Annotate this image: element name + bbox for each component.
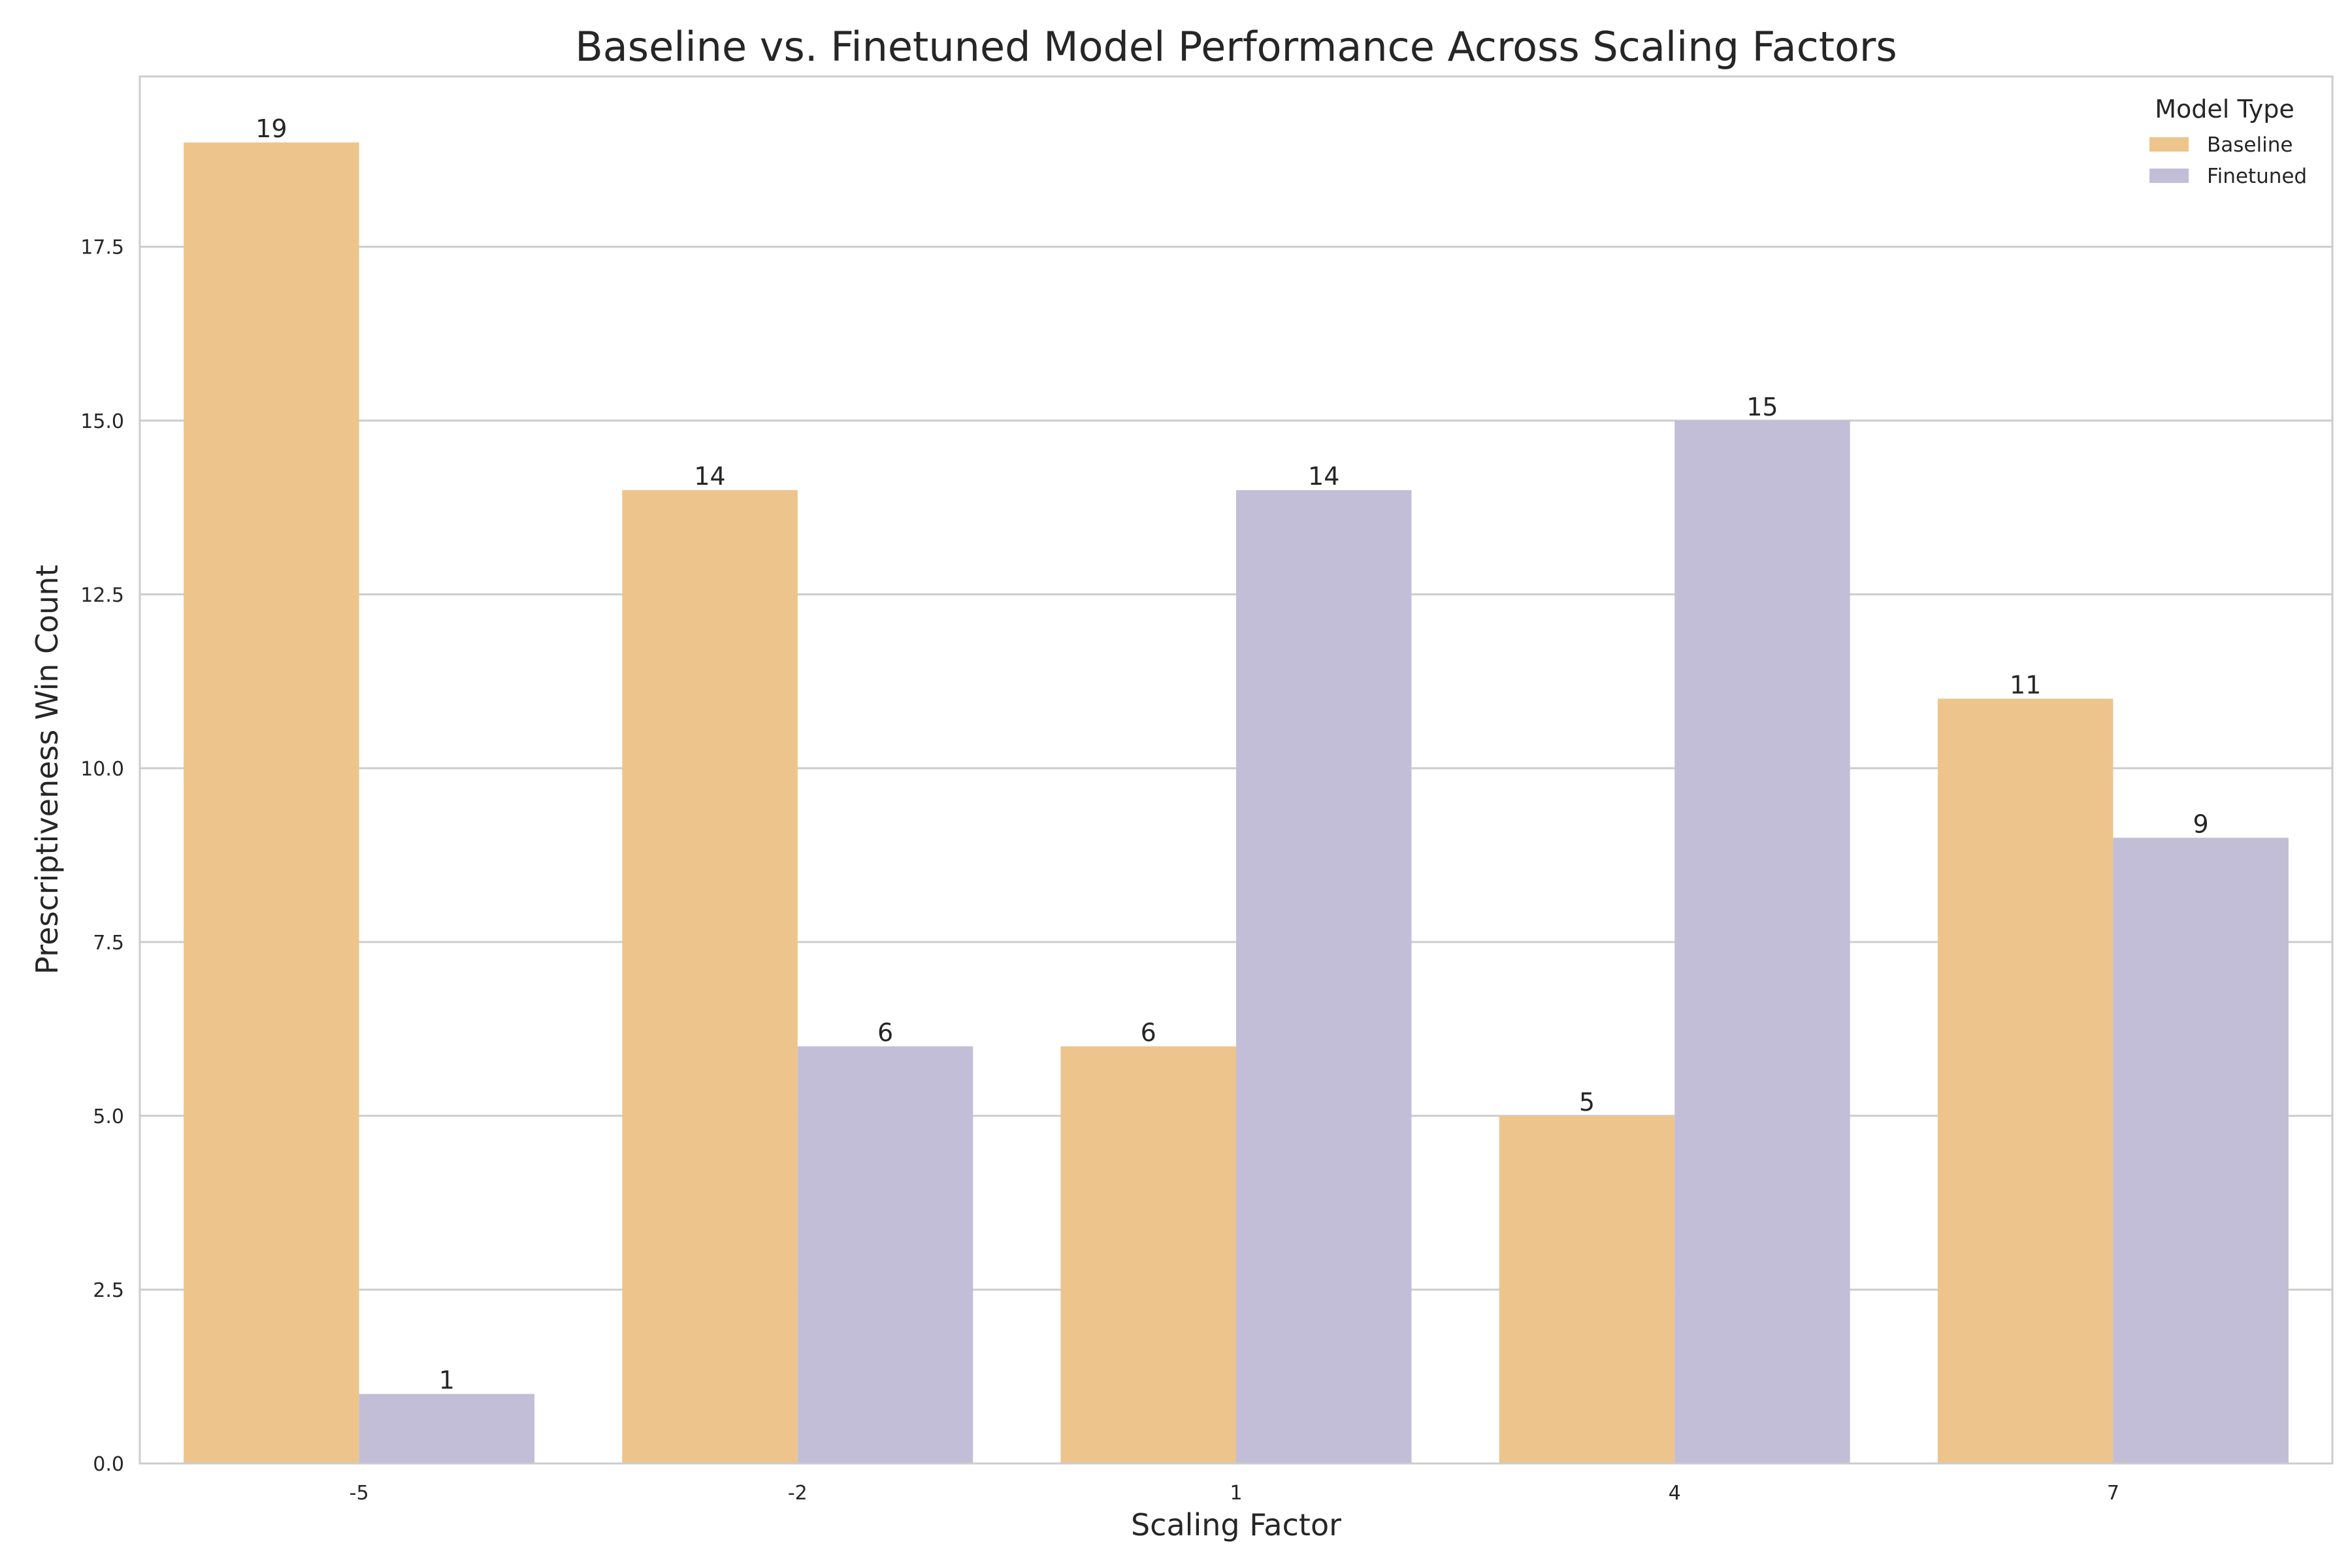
legend-swatch-baseline xyxy=(2149,137,2189,152)
y-tick-label: 12.5 xyxy=(80,584,124,607)
value-labels: 19 1 14 6 6 14 5 15 11 9 xyxy=(255,114,2209,1394)
legend-title: Model Type xyxy=(2155,95,2294,123)
bar-baseline-4 xyxy=(1499,1115,1675,1463)
x-tick-label: -2 xyxy=(788,1482,808,1505)
y-axis-label: Prescriptiveness Win Count xyxy=(29,564,65,974)
bar-finetuned--2 xyxy=(797,1046,973,1463)
bar-finetuned-4 xyxy=(1674,420,1850,1463)
y-tick-label: 5.0 xyxy=(93,1105,124,1128)
y-tick-label: 10.0 xyxy=(80,758,124,781)
plot-frame xyxy=(139,75,2334,1465)
bar-finetuned--5 xyxy=(359,1394,535,1463)
y-tick-label: 15.0 xyxy=(80,410,124,433)
value-label: 6 xyxy=(877,1019,893,1047)
bars xyxy=(184,142,2289,1464)
x-tick-labels: -5 -2 1 4 7 xyxy=(350,1482,2119,1505)
value-label: 9 xyxy=(2193,809,2209,838)
value-label: 6 xyxy=(1141,1019,1156,1047)
bar-baseline--2 xyxy=(622,490,798,1463)
value-label: 14 xyxy=(1308,462,1339,491)
x-axis-label: Scaling Factor xyxy=(1131,1507,1341,1543)
legend-swatch-finetuned xyxy=(2149,169,2189,183)
y-tick-label: 0.0 xyxy=(93,1453,124,1476)
value-label: 1 xyxy=(439,1366,455,1395)
value-label: 5 xyxy=(1579,1088,1595,1117)
value-label: 14 xyxy=(694,462,725,491)
value-label: 15 xyxy=(1746,393,1778,421)
legend-label-baseline: Baseline xyxy=(2207,133,2293,157)
y-tick-labels: 0.0 2.5 5.0 7.5 10.0 12.5 15.0 17.5 xyxy=(80,237,124,1476)
x-tick-label: 4 xyxy=(1669,1482,1681,1505)
value-label: 11 xyxy=(2010,670,2041,699)
chart-title: Baseline vs. Finetuned Model Performance… xyxy=(575,23,1897,71)
x-tick-label: 7 xyxy=(2107,1482,2119,1505)
bar-finetuned-7 xyxy=(2113,838,2289,1463)
bar-finetuned-1 xyxy=(1236,490,1412,1463)
legend-label-finetuned: Finetuned xyxy=(2207,165,2307,188)
y-tick-label: 17.5 xyxy=(80,237,124,259)
legend: Model Type Baseline Finetuned xyxy=(2149,95,2307,188)
x-tick-label: -5 xyxy=(350,1482,369,1505)
bar-baseline-1 xyxy=(1060,1046,1236,1463)
bar-baseline-7 xyxy=(1937,698,2114,1463)
value-label: 19 xyxy=(255,114,287,143)
y-tick-label: 2.5 xyxy=(93,1279,124,1302)
bar-baseline--5 xyxy=(184,142,359,1464)
y-tick-label: 7.5 xyxy=(93,932,124,955)
x-tick-label: 1 xyxy=(1230,1482,1242,1505)
